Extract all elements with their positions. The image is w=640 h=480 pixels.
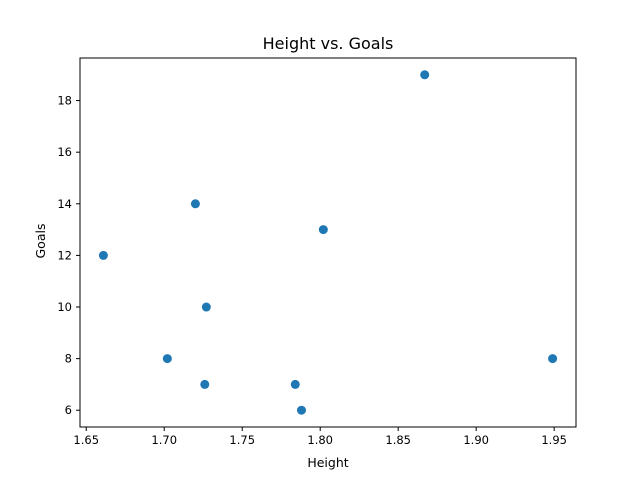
data-point: [420, 70, 430, 80]
x-tick-label: 1.65: [73, 433, 99, 447]
x-tick-label: 1.75: [229, 433, 255, 447]
y-axis-ticks: 6 8 10 12 14 16 18: [57, 94, 80, 417]
x-tick-label: 1.80: [307, 433, 333, 447]
x-axis-label: Height: [307, 455, 348, 470]
y-tick-label: 16: [57, 145, 72, 159]
data-point: [200, 379, 210, 389]
x-axis-ticks: 1.65 1.70 1.75 1.80 1.85 1.90 1.95: [73, 427, 567, 447]
x-tick-label: 1.70: [151, 433, 177, 447]
data-point: [296, 405, 306, 415]
data-point: [201, 302, 211, 312]
y-tick-label: 14: [57, 197, 72, 211]
y-tick-label: 6: [65, 403, 72, 417]
y-tick-label: 12: [57, 248, 72, 262]
data-point: [162, 354, 172, 364]
y-tick-label: 18: [57, 94, 72, 108]
data-point: [548, 354, 558, 364]
data-point: [290, 379, 300, 389]
y-axis-label: Goals: [33, 224, 48, 259]
x-tick-label: 1.95: [541, 433, 567, 447]
data-point: [98, 250, 108, 260]
y-tick-label: 10: [57, 300, 72, 314]
data-point: [318, 225, 328, 235]
x-tick-label: 1.85: [385, 433, 411, 447]
chart-title: Height vs. Goals: [263, 34, 394, 53]
data-points: [98, 70, 558, 415]
data-point: [190, 199, 200, 209]
x-tick-label: 1.90: [463, 433, 489, 447]
plot-frame: [79, 57, 577, 428]
y-tick-label: 8: [65, 352, 72, 366]
